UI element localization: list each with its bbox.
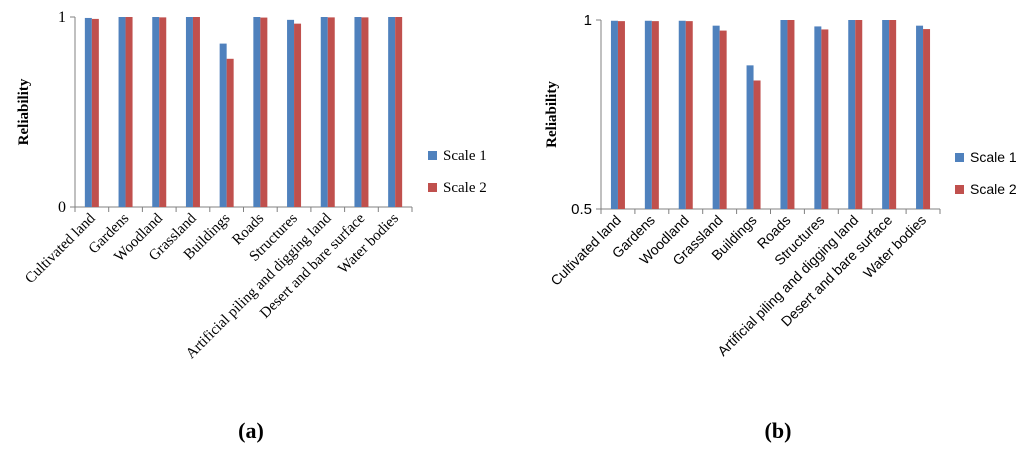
bar-scale-2-desert-and-bare-surface (361, 17, 369, 207)
bar-scale-1-structures (814, 26, 822, 210)
bar-scale-2-cultivated-land (91, 18, 99, 208)
bar-scale-2-artificial-piling-and-digging-land (327, 17, 335, 207)
bar-scale-1-buildings (746, 65, 754, 209)
bar-scale-2-buildings (226, 58, 234, 207)
y-axis-title: Reliability (16, 78, 32, 145)
bar-scale-1-woodland (678, 20, 686, 210)
y-tick-label: 0 (58, 199, 66, 216)
y-tick-label: 0.5 (571, 201, 592, 218)
panel-label-a: (a) (238, 418, 264, 443)
legend-swatch-scale-2 (428, 183, 437, 192)
panel-label-b: (b) (765, 418, 792, 443)
y-tick-label: 1 (58, 9, 66, 26)
y-tick-label: 1 (584, 12, 592, 29)
legend-swatch-scale-1 (428, 151, 437, 160)
bar-scale-1-cultivated-land (610, 20, 618, 210)
bar-scale-2-woodland (159, 17, 167, 207)
legend-label-scale-1: Scale 1 (970, 149, 1017, 165)
bar-scale-2-grassland (192, 17, 200, 207)
bar-scale-1-artificial-piling-and-digging-land (320, 17, 328, 207)
bar-scale-2-structures (821, 29, 829, 210)
bar-scale-2-gardens (651, 21, 659, 209)
legend-swatch-scale-1 (955, 153, 964, 162)
bar-scale-2-artificial-piling-and-digging-land (855, 20, 863, 209)
bar-scale-1-artificial-piling-and-digging-land (848, 20, 856, 209)
bar-scale-2-desert-and-bare-surface (889, 20, 897, 209)
bar-scale-1-desert-and-bare-surface (882, 20, 890, 209)
bar-scale-1-roads (253, 17, 261, 207)
bar-scale-2-gardens (125, 17, 133, 207)
bar-scale-2-roads (260, 17, 268, 207)
bar-scale-1-woodland (152, 17, 160, 207)
bar-scale-2-woodland (685, 21, 693, 209)
legend-label-scale-2: Scale 2 (443, 180, 487, 196)
bar-scale-1-water-bodies (388, 17, 396, 207)
y-axis-title: Reliability (544, 81, 560, 148)
bar-scale-1-cultivated-land (84, 17, 92, 208)
bar-scale-1-gardens (118, 17, 126, 207)
bar-scale-2-water-bodies (395, 17, 403, 207)
bar-scale-2-grassland (719, 30, 727, 209)
bar-scale-2-water-bodies (923, 29, 931, 209)
bar-scale-1-grassland (185, 17, 193, 207)
bar-scale-2-roads (787, 20, 795, 209)
legend-swatch-scale-2 (955, 185, 964, 194)
legend-label-scale-2: Scale 2 (970, 181, 1017, 197)
bar-scale-1-buildings (219, 43, 227, 207)
bar-scale-1-structures (287, 19, 295, 207)
bar-scale-1-grassland (712, 25, 720, 210)
bar-scale-1-gardens (644, 20, 652, 210)
bar-scale-2-structures (294, 23, 302, 208)
legend-label-scale-1: Scale 1 (443, 148, 487, 164)
bar-scale-1-desert-and-bare-surface (354, 17, 362, 207)
bar-scale-1-roads (780, 20, 788, 209)
bar-scale-2-cultivated-land (617, 21, 625, 209)
bar-scale-2-buildings (753, 80, 761, 209)
bar-scale-1-water-bodies (916, 25, 924, 210)
